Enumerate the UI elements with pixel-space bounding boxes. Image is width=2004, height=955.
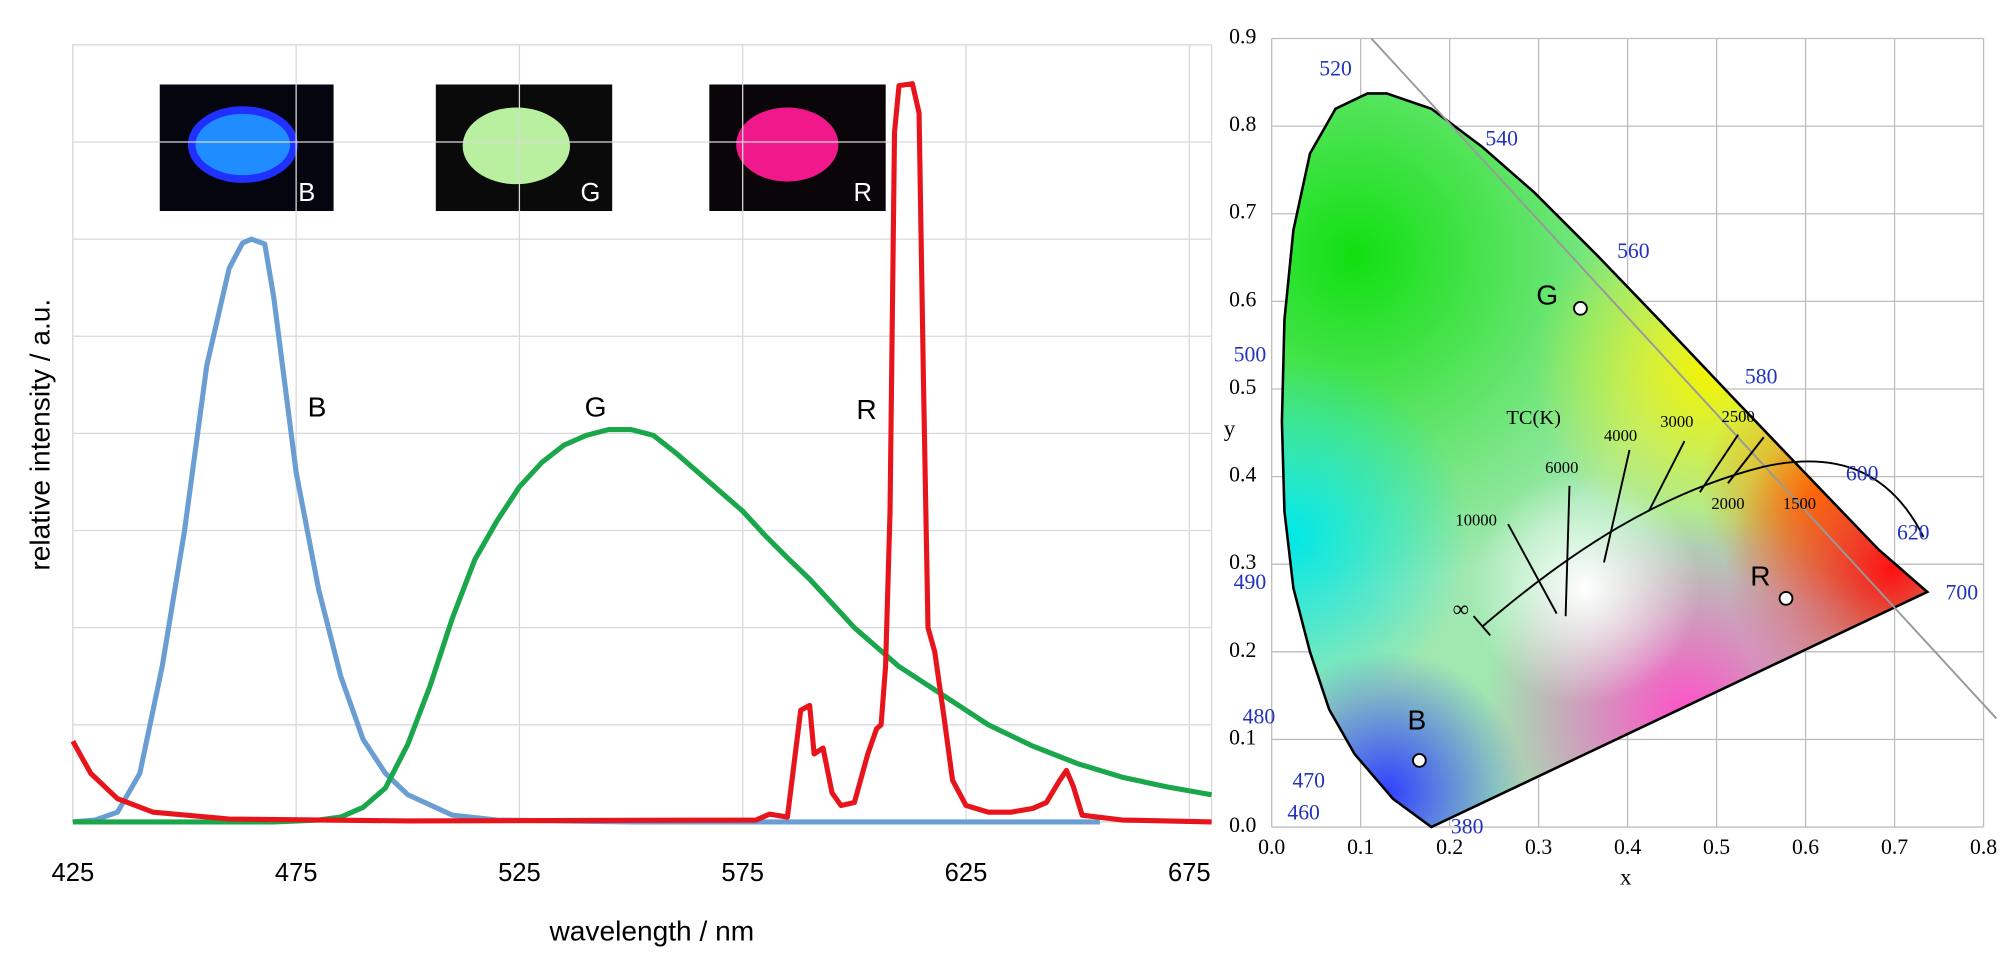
point [1778,591,1794,606]
temperature-label: 10000 [1455,510,1497,529]
x-tick-label: 0.7 [1881,835,1908,859]
isotherms [1472,434,1765,636]
cie-chart: x y TC(K) 0.0 0.1 0.2 0.3 0.4 0.5 0.6 0.7 0.8 0.9… [1224,24,1998,890]
x-tick-label: 675 [1168,859,1211,887]
y-tick-label: 0.1 [1229,725,1256,749]
y-tick-label: 0.2 [1229,638,1256,662]
wavelength-label: 580 [1745,364,1778,388]
point [1573,301,1588,316]
x-tick-label: 475 [275,859,318,887]
x-tick-label: 0.2 [1436,835,1463,859]
photo-label: G [581,179,601,207]
photo-label: R [853,179,871,207]
photo-label: B [298,179,315,207]
temperature-label: 3000 [1660,412,1693,431]
y-tick-label: 0.9 [1229,24,1256,48]
wavelength-label: 700 [1946,580,1979,604]
wavelength-label: 560 [1617,239,1650,263]
temperature-label: 1500 [1783,494,1816,513]
x-tick-label: 625 [945,859,988,887]
y-tick-label: 0.3 [1229,550,1256,574]
temperature-label: 2000 [1711,494,1744,513]
photo-b-disc [187,106,298,183]
x-tick-label: 0.4 [1614,835,1641,859]
wavelength-label: 500 [1234,343,1267,367]
temperature-label: 2500 [1722,407,1755,426]
series-line [70,81,1212,825]
wavelength-label: 490 [1234,570,1267,594]
photo-insets: B G R [159,84,886,212]
x-tick-label: 0.6 [1792,835,1819,859]
x-axis-label: wavelength / nm [548,916,754,947]
x-tick-label: 425 [52,859,95,887]
temperature-label: 4000 [1604,426,1637,445]
x-tick-label: 525 [498,859,541,887]
y-tick-label: 0.7 [1229,200,1256,224]
wavelength-label: 520 [1319,56,1352,80]
x-tick-label: 0.1 [1347,835,1374,859]
point [1412,753,1427,768]
y-tick-label: 0.0 [1229,813,1256,837]
x-axis-label: x [1620,865,1632,890]
temperature-label: 6000 [1545,458,1578,477]
y-axis-label: relative intensity / a.u. [25,299,56,571]
wavelength-label: 470 [1292,768,1325,792]
x-tick-label: 0.0 [1258,835,1285,859]
wavelength-label: 460 [1287,800,1320,824]
wavelength-label: 600 [1846,462,1879,486]
series-label: G [585,392,607,423]
diagonal [1370,37,1998,720]
wavelength-label: 480 [1243,704,1276,728]
point-label: R [1750,560,1770,591]
photo-g-disc [462,107,571,185]
y-tick-label: 0.8 [1229,112,1256,136]
series-label: B [308,392,327,423]
series-label: R [856,394,876,425]
series-line [72,236,1100,825]
photo-r-disc [736,107,839,182]
temperature-label: ∞ [1453,596,1469,621]
y-tick-label: 0.4 [1229,463,1256,487]
y-axis-label: y [1224,416,1236,441]
y-tick-label: 0.6 [1229,287,1256,311]
spectrum-chart: wavelength / nm relative intensity / a.u… [25,44,1213,947]
planckian-title: TC(K) [1506,407,1561,429]
wavelength-label: 540 [1485,127,1518,151]
x-tick-label: 0.8 [1970,835,1997,859]
x-tick-label: 0.5 [1703,835,1730,859]
wavelength-label: 380 [1451,814,1484,838]
point-label: G [1536,279,1558,310]
planckian-locus [1481,460,1925,628]
y-tick-label: 0.5 [1229,375,1256,399]
spectral-locus [1280,92,1930,829]
x-tick-label: 575 [721,859,764,887]
x-tick-label: 0.3 [1525,835,1552,859]
series-line [72,427,1213,825]
wavelength-label: 620 [1897,520,1930,544]
point-label: B [1407,705,1426,736]
